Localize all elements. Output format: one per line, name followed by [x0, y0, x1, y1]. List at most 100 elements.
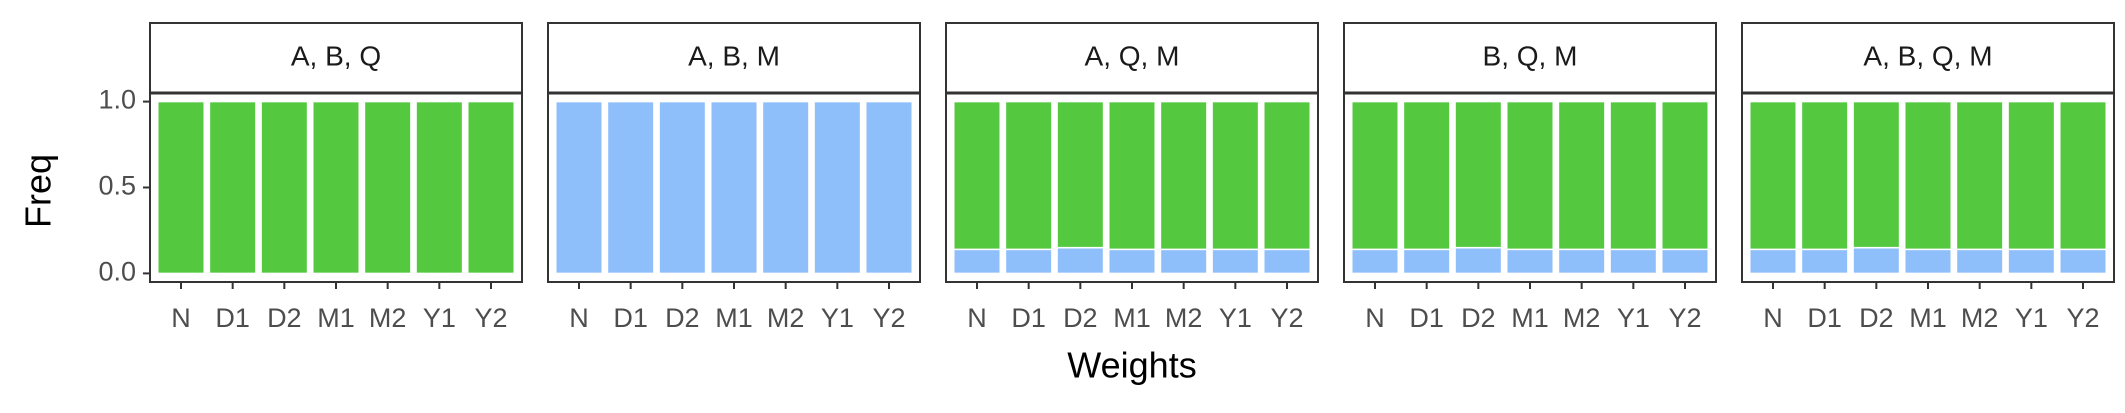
- bar: [1661, 100, 1709, 251]
- bar: [1506, 248, 1554, 275]
- x-tick-label: Y1: [1219, 303, 1252, 333]
- x-tick-label: D1: [1409, 303, 1444, 333]
- bar: [1852, 100, 1901, 249]
- x-tick-label: M2: [1165, 303, 1203, 333]
- x-tick-label: M1: [715, 303, 753, 333]
- bar: [2007, 100, 2056, 251]
- bar: [865, 100, 913, 275]
- x-tick-label: Y1: [821, 303, 854, 333]
- bar: [1749, 248, 1797, 275]
- bar: [1904, 248, 1952, 275]
- bar: [1955, 100, 2004, 251]
- x-tick-label: Y1: [423, 303, 456, 333]
- y-tick-label: 0.0: [98, 257, 136, 287]
- bar: [1609, 248, 1658, 275]
- panel-title: A, B, M: [688, 40, 780, 71]
- x-tick-label: M2: [1961, 303, 1999, 333]
- x-tick-label: N: [1365, 303, 1385, 333]
- bar: [1108, 248, 1156, 275]
- x-tick-label: D2: [665, 303, 700, 333]
- bar: [1159, 248, 1208, 275]
- x-tick-label: Y2: [474, 303, 507, 333]
- x-tick-label: D1: [215, 303, 250, 333]
- bar: [1211, 248, 1260, 275]
- bar: [2059, 248, 2107, 275]
- x-tick-label: M1: [317, 303, 355, 333]
- y-tick-label: 0.5: [98, 171, 136, 201]
- bar: [2059, 100, 2107, 251]
- x-tick-label: M2: [1563, 303, 1601, 333]
- x-tick-label: D2: [1461, 303, 1496, 333]
- bar: [1056, 246, 1105, 275]
- bar: [710, 100, 758, 275]
- bar: [1402, 248, 1451, 275]
- bar: [415, 100, 464, 275]
- strip: [149, 22, 523, 94]
- bar: [157, 100, 205, 275]
- x-tick-label: M1: [1909, 303, 1947, 333]
- bar: [1159, 100, 1208, 251]
- bar: [1852, 246, 1901, 275]
- x-tick-label: N: [1763, 303, 1783, 333]
- bar: [1454, 246, 1503, 275]
- x-tick-label: D2: [1859, 303, 1894, 333]
- x-tick-label: Y2: [872, 303, 905, 333]
- bar: [813, 100, 862, 275]
- x-tick-label: D1: [613, 303, 648, 333]
- x-tick-label: D1: [1011, 303, 1046, 333]
- bar: [2007, 248, 2056, 275]
- x-tick-label: Y1: [2015, 303, 2048, 333]
- x-tick-label: N: [171, 303, 191, 333]
- bar: [555, 100, 603, 275]
- x-tick-label: M1: [1113, 303, 1151, 333]
- bar: [1506, 100, 1554, 251]
- bar: [1800, 100, 1849, 251]
- x-tick-label: Y1: [1617, 303, 1650, 333]
- bar: [658, 100, 707, 275]
- x-tick-label: N: [569, 303, 589, 333]
- x-tick-label: M2: [369, 303, 407, 333]
- x-tick-label: Y2: [1270, 303, 1303, 333]
- bar: [1351, 248, 1399, 275]
- bar: [1263, 100, 1311, 251]
- bar: [1557, 248, 1606, 275]
- x-tick-label: N: [967, 303, 987, 333]
- bar: [1402, 100, 1451, 251]
- strip: [1343, 22, 1717, 94]
- bar: [1955, 248, 2004, 275]
- strip: [945, 22, 1319, 94]
- bar: [1800, 248, 1849, 275]
- strip: [1741, 22, 2115, 94]
- bar: [761, 100, 810, 275]
- x-axis-title: Weights: [1067, 345, 1196, 386]
- bar: [1004, 248, 1053, 275]
- bar: [1609, 100, 1658, 251]
- x-tick-label: Y2: [2066, 303, 2099, 333]
- bar: [1263, 248, 1311, 275]
- x-tick-label: D1: [1807, 303, 1842, 333]
- bar: [312, 100, 360, 275]
- bar: [953, 100, 1001, 251]
- bar: [1056, 100, 1105, 249]
- strip: [547, 22, 921, 94]
- bar: [1351, 100, 1399, 251]
- bar: [208, 100, 257, 275]
- bar: [467, 100, 515, 275]
- bar: [1661, 248, 1709, 275]
- bar: [1454, 100, 1503, 249]
- x-tick-label: D2: [1063, 303, 1098, 333]
- panel-title: A, Q, M: [1085, 40, 1180, 71]
- x-tick-label: Y2: [1668, 303, 1701, 333]
- bar: [606, 100, 655, 275]
- y-axis-title: Freq: [18, 154, 59, 228]
- bar: [1904, 100, 1952, 251]
- panel-title: A, B, Q: [291, 40, 381, 71]
- bar: [363, 100, 412, 275]
- panel-title: B, Q, M: [1483, 40, 1578, 71]
- bar: [1108, 100, 1156, 251]
- bar: [1749, 100, 1797, 251]
- x-tick-label: D2: [267, 303, 302, 333]
- bar: [260, 100, 309, 275]
